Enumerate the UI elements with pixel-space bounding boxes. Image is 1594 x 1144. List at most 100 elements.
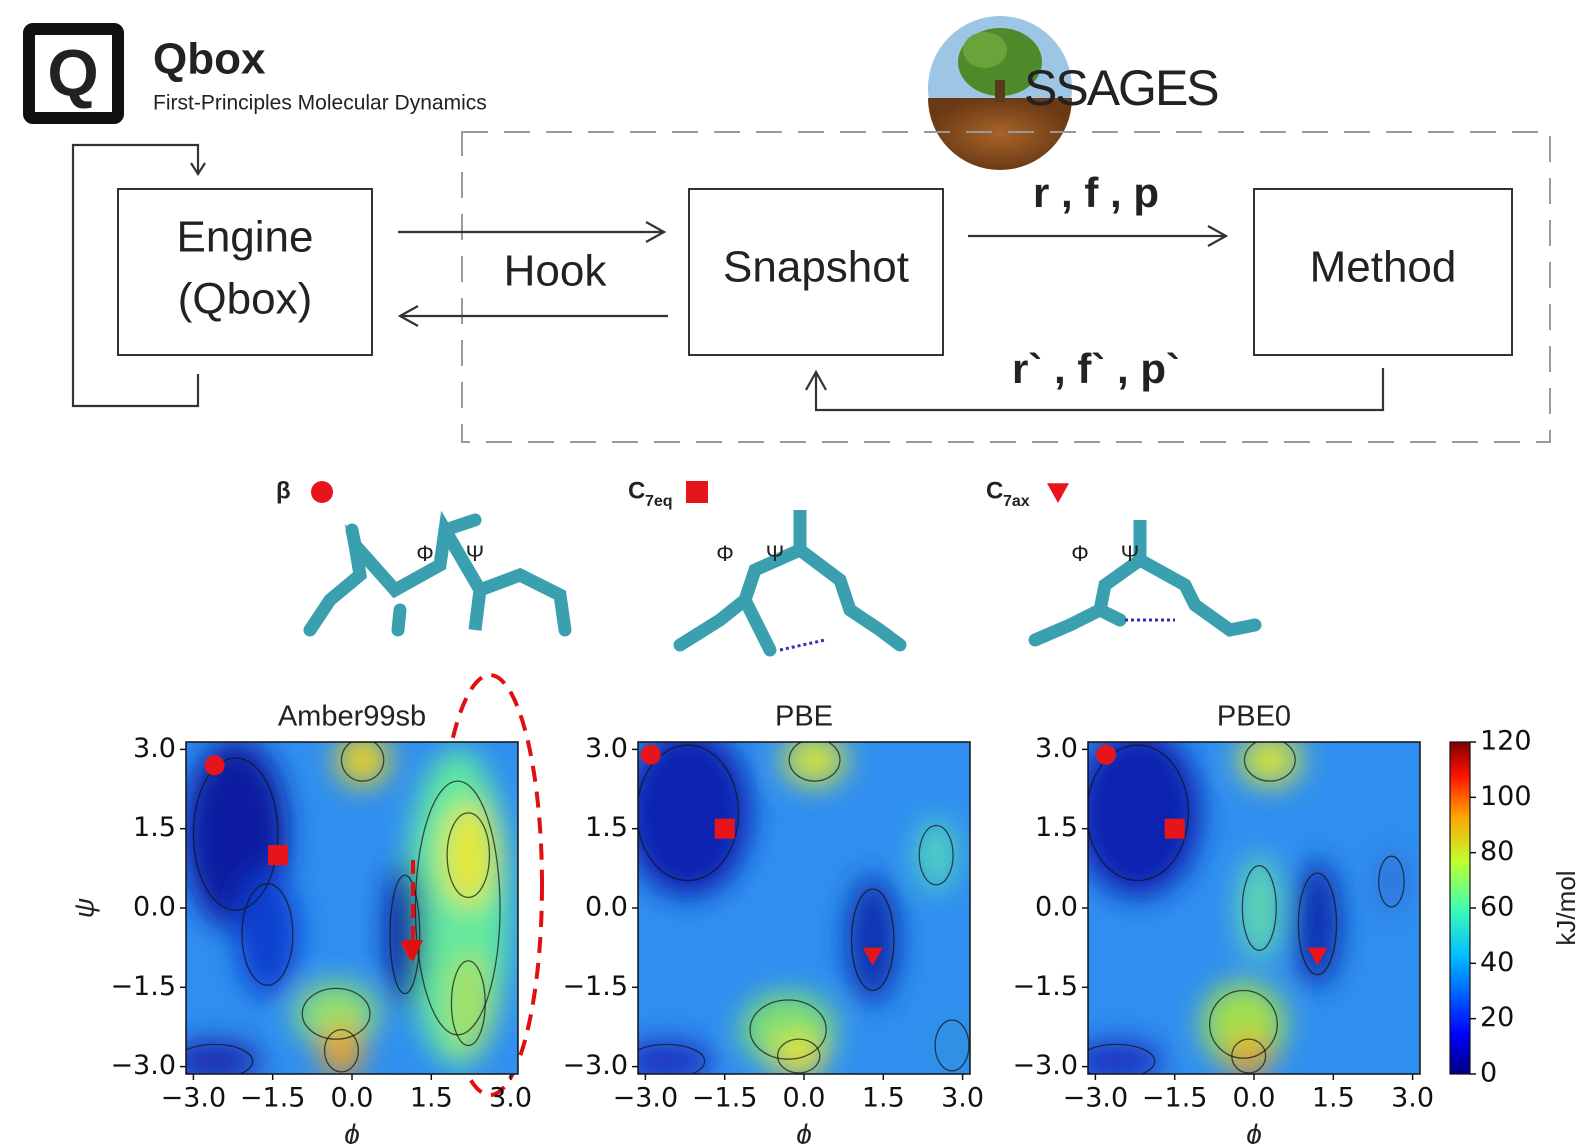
method-box (1253, 188, 1513, 356)
y-tick-label: −3.0 (110, 1050, 176, 1081)
y-tick-label: 0.0 (133, 892, 176, 923)
logo-letter: Q (47, 35, 98, 109)
heatmap-blob (1238, 855, 1281, 961)
colorbar-tick-label: 100 (1480, 781, 1532, 812)
heatmap-blob (1293, 860, 1342, 988)
contour-line (301, 987, 371, 1040)
heatmap-blob (336, 742, 389, 787)
contour-line (450, 960, 486, 1047)
contour-line (776, 1038, 821, 1074)
marker (1307, 947, 1328, 966)
colorbar-tick-label: 120 (1480, 726, 1532, 757)
hook-label: Hook (504, 247, 608, 296)
marker (640, 744, 661, 765)
heatmap-blob (447, 950, 490, 1057)
heatmap (638, 742, 970, 1074)
molecule (1028, 520, 1262, 647)
snapshot-box (688, 188, 944, 356)
conformer-marker (686, 481, 708, 503)
x-axis-label: ϕ (1246, 1118, 1262, 1144)
conformer-marker (1047, 483, 1069, 503)
panel-title: PBE0 (1217, 701, 1291, 733)
heatmap (186, 742, 518, 1074)
heatmap-blob (930, 1013, 970, 1074)
heatmap-blob (293, 982, 379, 1046)
marker (204, 755, 225, 776)
contour-line (1243, 742, 1296, 782)
y-tick-label: 1.5 (585, 812, 628, 843)
y-tick-label: 3.0 (585, 733, 628, 764)
y-tick-label: −3.0 (562, 1050, 628, 1081)
contour-line (446, 812, 491, 899)
arrows (71, 143, 1385, 412)
method-label: Method (1310, 243, 1457, 292)
contour-line (918, 824, 954, 886)
heatmap-blob (1227, 1034, 1270, 1074)
x-tick-label: 0.0 (1233, 1083, 1276, 1114)
heatmap-blob (1238, 742, 1302, 787)
torsion-label: Φ (716, 541, 734, 566)
heatmap-blob (846, 876, 900, 1004)
heatmap-blob (1088, 1040, 1165, 1074)
ssages-boundary (461, 131, 1551, 443)
heatmap-field (1088, 742, 1408, 1074)
highlight-arrowhead (403, 940, 423, 962)
heatmap-blob (772, 1034, 826, 1074)
x-tick-label: −1.5 (240, 1083, 306, 1114)
x-tick-label: −3.0 (1063, 1083, 1129, 1114)
colorbar (1449, 741, 1471, 1075)
x-tick-label: 3.0 (941, 1083, 984, 1114)
marker (714, 818, 735, 839)
heatmap-blob (320, 1024, 363, 1074)
y-tick-label: 3.0 (133, 733, 176, 764)
panel-title: Amber99sb (278, 701, 426, 733)
contour-line (1088, 1043, 1156, 1074)
app-title: Qbox (153, 35, 266, 84)
contour-line (1241, 865, 1277, 951)
partner-name: SSAGES (1024, 60, 1218, 116)
contour-line (192, 757, 279, 911)
heatmap-blob (1375, 849, 1408, 914)
heatmap-blob (235, 870, 300, 998)
x-tick-label: 1.5 (862, 1083, 905, 1114)
conformer-marker (311, 481, 333, 503)
contour-line (1378, 855, 1405, 908)
torsion-label: Φ (416, 541, 434, 566)
ssages-logo: SSAGES (928, 16, 1220, 170)
x-tick-label: 1.5 (410, 1083, 453, 1114)
heatmap-field (638, 742, 970, 1074)
engine-box (117, 188, 373, 356)
engine-label: (Qbox) (178, 275, 312, 324)
contour-line (323, 1028, 359, 1073)
heatmap-blob (638, 742, 752, 898)
heatmap-blob (186, 1040, 263, 1074)
y-tick-label: −1.5 (562, 971, 628, 1002)
x-tick-label: 0.0 (331, 1083, 374, 1114)
torsion-label: Φ (1071, 541, 1089, 566)
colorbar-tick-label: 60 (1480, 892, 1514, 923)
x-tick-label: −3.0 (161, 1083, 227, 1114)
heatmap-blob (386, 860, 424, 1009)
heatmap-blob (915, 818, 958, 893)
marker (267, 845, 288, 866)
heatmap (1088, 742, 1420, 1074)
marker (862, 947, 883, 966)
engine-label: Engine (176, 213, 313, 262)
molecule (673, 510, 907, 657)
conformer-subscript: 7eq (645, 493, 673, 510)
contour-line (788, 742, 841, 782)
contour-line (241, 883, 294, 986)
y-tick-label: 0.0 (1035, 892, 1078, 923)
y-tick-label: −1.5 (1012, 971, 1078, 1002)
x-tick-label: −1.5 (1142, 1083, 1208, 1114)
contour-line (1088, 744, 1190, 882)
x-tick-label: 3.0 (1391, 1083, 1434, 1114)
x-tick-label: 3.0 (489, 1083, 532, 1114)
contour-line (389, 874, 421, 995)
contour-line (186, 1043, 254, 1074)
contour-line (850, 888, 895, 992)
x-tick-label: 0.0 (783, 1083, 826, 1114)
colorbar-label: kJ/mol (1551, 870, 1581, 945)
contour-line (638, 1043, 706, 1074)
